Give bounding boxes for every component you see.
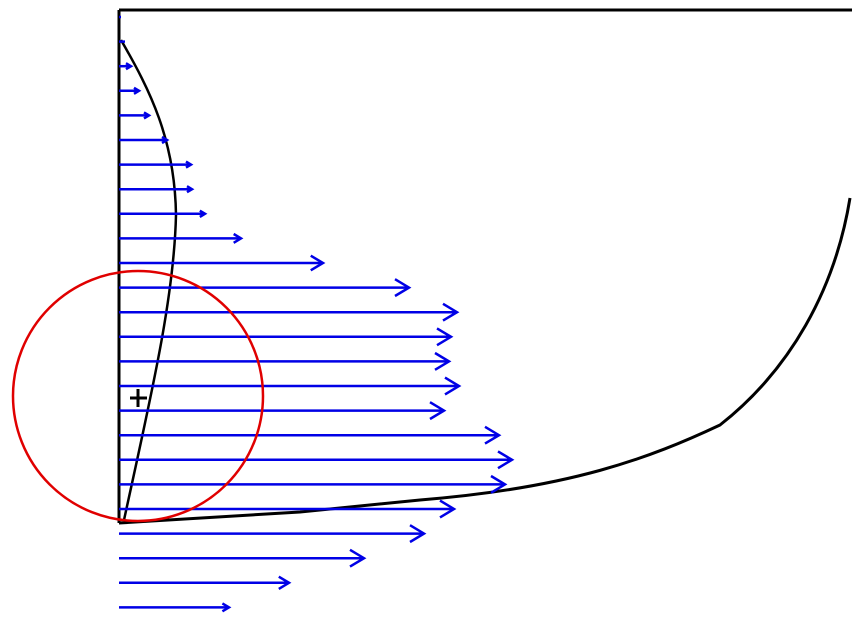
arrowhead-icon [442, 302, 460, 322]
velocity-vector [119, 278, 412, 298]
arrowhead-icon [161, 135, 170, 145]
arrowhead-icon [233, 232, 244, 244]
velocity-vector [119, 351, 452, 371]
velocity-vector [119, 327, 454, 347]
plus-marker-icon [130, 389, 147, 407]
velocity-vector [119, 474, 508, 494]
velocity-vector [119, 302, 460, 322]
overlay-layer [11, 269, 265, 523]
arrowhead-icon [394, 278, 412, 298]
arrowhead-icon [143, 111, 152, 120]
arrowhead-icon [199, 209, 208, 218]
velocity-vector [119, 450, 515, 470]
velocity-vector [119, 376, 462, 396]
arrowhead-icon [436, 327, 454, 347]
boundary-layer-curve [119, 39, 178, 521]
arrowhead-icon [221, 602, 232, 613]
velocity-vector [119, 524, 427, 544]
velocity-vector [119, 575, 292, 590]
arrowhead-icon [409, 524, 427, 544]
arrowhead-icon [439, 499, 457, 519]
velocity-vector [119, 425, 502, 445]
arrowhead-icon [429, 401, 447, 421]
velocity-vector [119, 86, 142, 95]
arrowhead-icon [444, 376, 462, 396]
highlight-circle [11, 269, 265, 523]
velocity-vector [119, 232, 244, 244]
velocity-vector [119, 185, 195, 194]
velocity-vector-field [119, 15, 515, 613]
arrowhead-icon [434, 351, 452, 371]
arrowhead-icon [133, 86, 142, 95]
arrowhead-icon [185, 160, 194, 169]
velocity-vector [119, 160, 194, 169]
boundary-outline [117, 8, 852, 525]
arrowhead-icon [484, 425, 502, 445]
velocity-vector [119, 62, 134, 71]
arrowhead-icon [497, 450, 515, 470]
boundary-right-curve [118, 197, 852, 525]
velocity-vector [119, 499, 457, 519]
velocity-vector [119, 111, 152, 120]
arrowhead-icon [125, 62, 134, 71]
arrowhead-icon [278, 575, 292, 590]
boundary-top-left-edge [117, 8, 852, 523]
arrowhead-icon [186, 185, 195, 194]
arrowhead-icon [349, 548, 367, 568]
arrowhead-icon [310, 254, 326, 272]
velocity-vector [119, 135, 170, 145]
velocity-vector [119, 254, 326, 272]
arrowhead-icon [490, 474, 508, 494]
velocity-vector [119, 401, 447, 421]
velocity-vector [119, 602, 232, 613]
velocity-vector [119, 209, 208, 218]
velocity-vector [119, 548, 367, 568]
